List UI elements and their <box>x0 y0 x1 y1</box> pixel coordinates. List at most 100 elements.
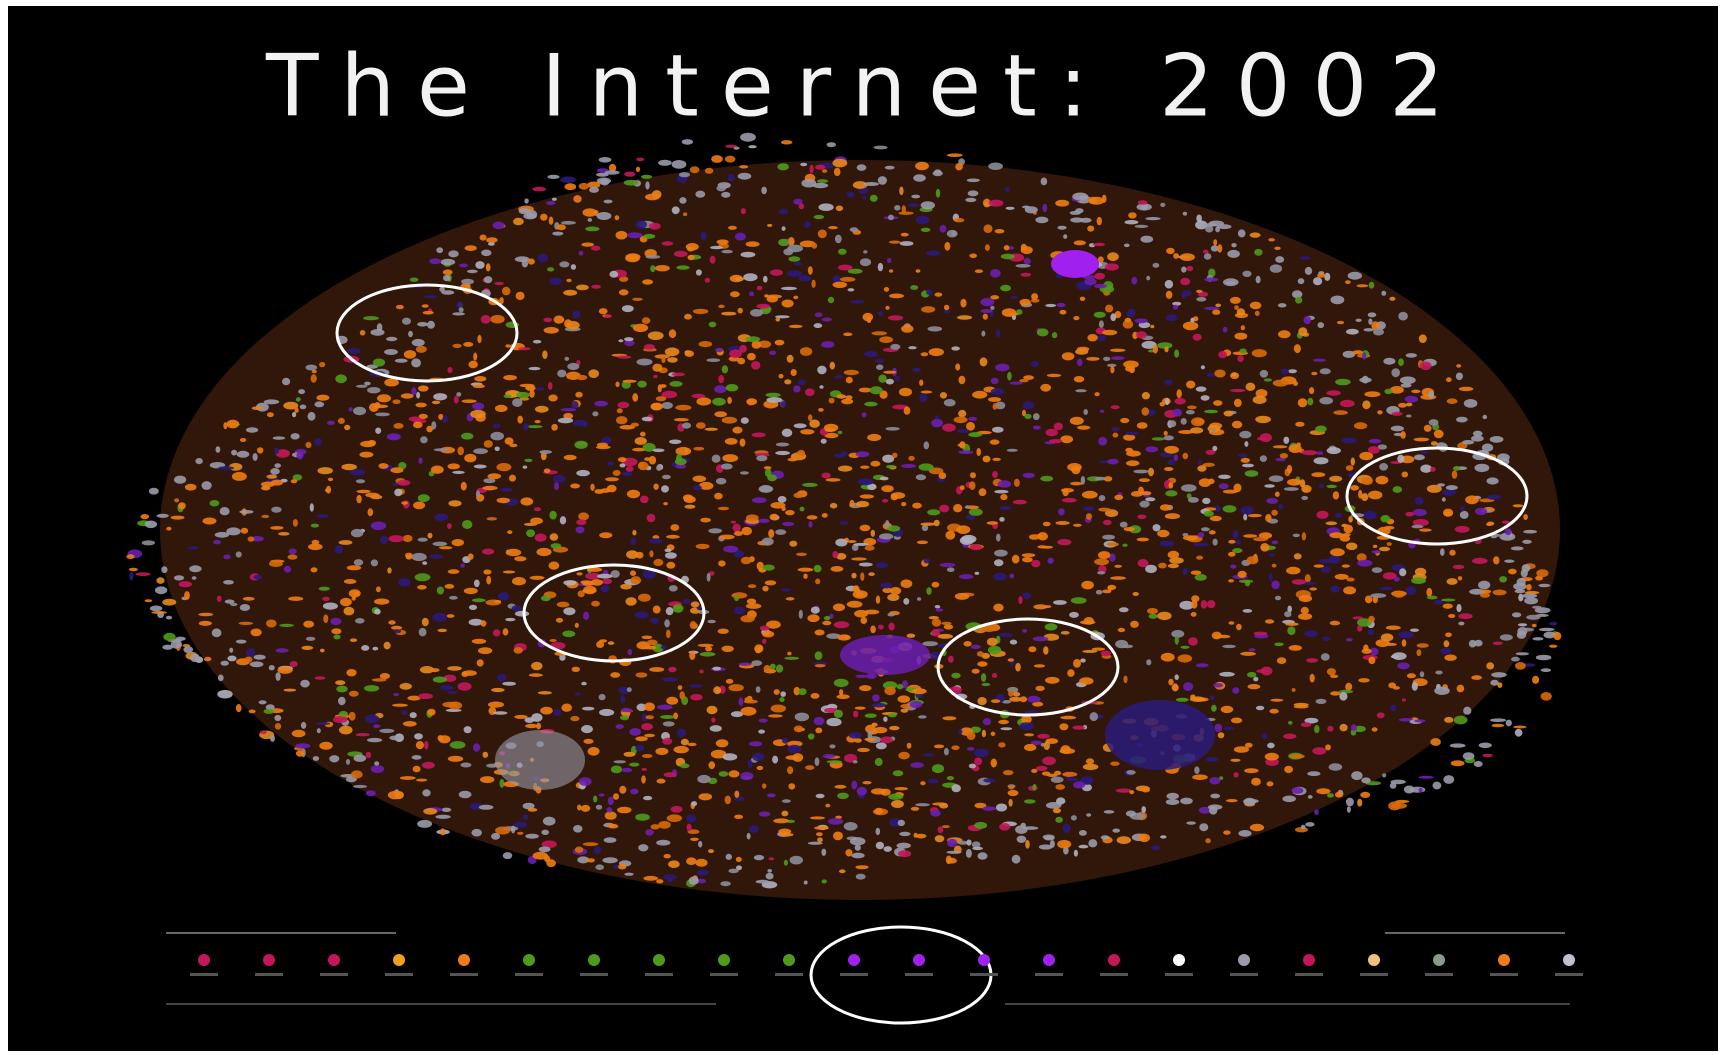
network-node <box>642 636 653 640</box>
network-node <box>416 741 424 749</box>
network-node <box>576 285 589 291</box>
network-node <box>637 359 653 366</box>
network-node <box>1536 655 1552 661</box>
network-node <box>739 697 744 706</box>
network-node <box>832 551 838 558</box>
network-node <box>730 291 740 297</box>
network-node <box>319 742 332 750</box>
network-node <box>1288 369 1297 373</box>
network-node <box>461 482 467 491</box>
network-node <box>1077 359 1083 367</box>
network-node <box>1094 273 1105 280</box>
network-node <box>1549 645 1557 648</box>
network-node <box>1311 372 1317 375</box>
network-node <box>1508 569 1517 575</box>
network-node <box>150 606 163 612</box>
network-node <box>1152 437 1165 440</box>
network-node <box>1458 622 1464 626</box>
network-node <box>991 699 1000 703</box>
network-node <box>498 592 509 601</box>
network-node <box>246 648 255 657</box>
network-node <box>260 730 267 734</box>
network-node <box>599 532 612 538</box>
network-node <box>1380 587 1392 591</box>
network-node <box>216 446 221 453</box>
network-node <box>833 604 845 612</box>
network-node <box>392 704 408 707</box>
network-node <box>739 345 747 353</box>
network-node <box>890 587 901 595</box>
network-node <box>402 318 411 325</box>
network-node <box>544 327 559 334</box>
network-node <box>320 649 325 653</box>
network-node <box>658 160 672 166</box>
network-node <box>389 535 404 542</box>
network-node <box>636 220 647 228</box>
network-node <box>354 591 359 596</box>
network-node <box>746 603 761 609</box>
network-node <box>1160 203 1165 207</box>
network-node <box>782 738 788 744</box>
network-node <box>1239 349 1246 354</box>
network-node <box>833 159 848 168</box>
network-node <box>1271 510 1278 516</box>
network-node <box>867 434 881 441</box>
network-node <box>493 711 507 715</box>
network-node <box>1522 564 1531 572</box>
network-node <box>1007 372 1012 381</box>
network-node <box>1329 555 1341 564</box>
network-node <box>947 776 954 780</box>
network-node <box>974 822 987 829</box>
network-node <box>1287 465 1292 474</box>
network-node <box>1370 593 1386 598</box>
network-node <box>759 719 768 723</box>
network-node <box>493 222 505 230</box>
network-node <box>1239 431 1251 438</box>
network-node <box>991 388 1004 395</box>
network-node <box>916 474 926 480</box>
network-node <box>410 278 419 282</box>
network-node <box>708 528 722 533</box>
network-node <box>1368 491 1382 500</box>
network-node <box>1252 349 1267 357</box>
network-node <box>758 519 769 523</box>
network-node <box>663 721 675 726</box>
network-node <box>1515 662 1526 670</box>
network-node <box>322 597 330 601</box>
network-node <box>658 821 671 829</box>
network-node <box>1302 450 1318 455</box>
network-node <box>572 311 580 319</box>
network-node <box>988 163 1003 170</box>
network-node <box>297 451 304 460</box>
network-node <box>161 566 167 573</box>
network-node <box>1151 845 1160 850</box>
network-node <box>977 697 986 705</box>
network-node <box>396 305 404 309</box>
network-node <box>270 526 283 530</box>
network-node <box>844 370 859 375</box>
network-node <box>885 306 889 310</box>
network-node <box>1087 226 1094 232</box>
network-node <box>741 557 752 564</box>
network-node <box>473 743 480 752</box>
network-node <box>387 433 401 440</box>
network-node <box>710 246 723 249</box>
network-node <box>1269 573 1273 582</box>
network-node <box>1105 263 1119 270</box>
network-node <box>308 412 316 421</box>
network-node <box>699 793 713 800</box>
network-node <box>788 256 800 261</box>
network-node <box>1169 420 1176 427</box>
network-node <box>1164 435 1174 440</box>
network-node <box>974 749 989 758</box>
network-node <box>747 833 751 840</box>
network-node <box>747 353 756 361</box>
network-node <box>942 716 956 720</box>
network-node <box>808 266 813 275</box>
title: The Internet: 2002 <box>265 36 1466 136</box>
network-node <box>213 540 221 545</box>
network-node <box>488 702 504 708</box>
network-node <box>1160 504 1171 511</box>
network-node <box>838 431 843 435</box>
network-node <box>171 640 182 648</box>
